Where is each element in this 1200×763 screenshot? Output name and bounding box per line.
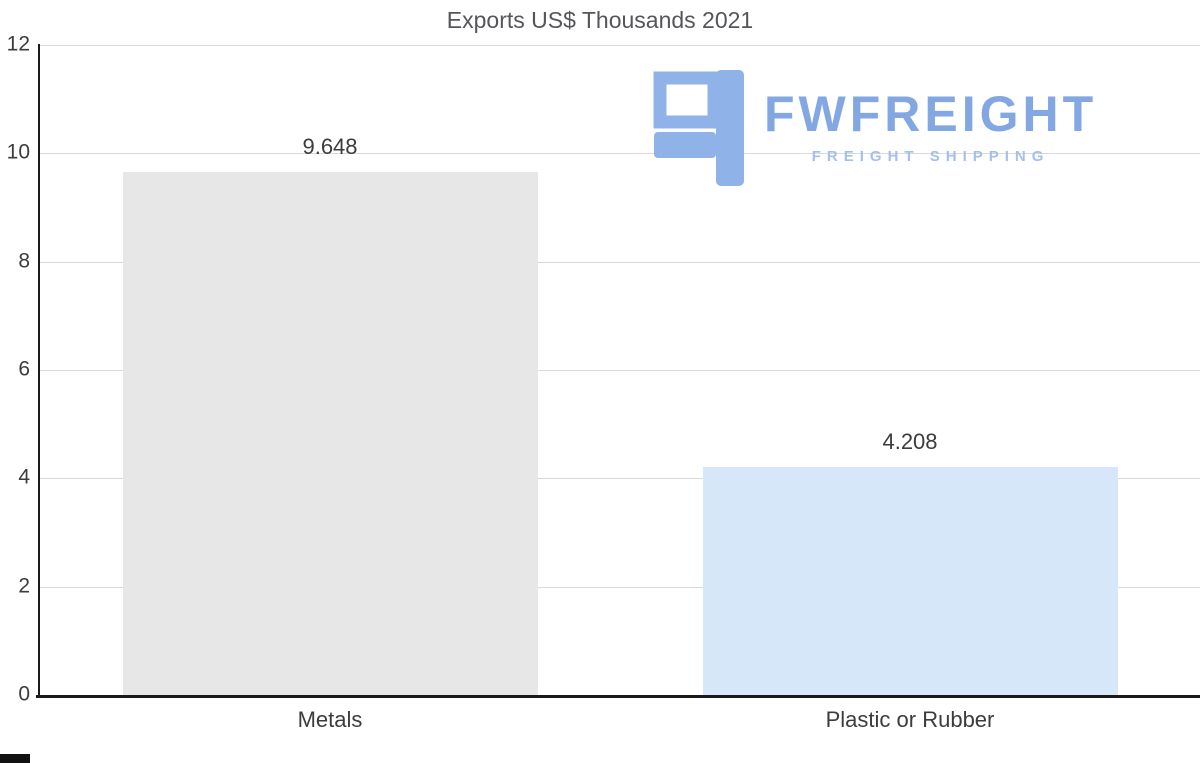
- bottom-left-strip: [0, 754, 30, 763]
- y-axis-tick-label: 8: [18, 249, 30, 273]
- chart-title: Exports US$ Thousands 2021: [446, 7, 754, 33]
- gridline: [40, 586, 1200, 588]
- gridline: [40, 153, 1200, 155]
- logo-text: FWFREIGHT FREIGHT SHIPPING: [764, 70, 1097, 165]
- bar-plastic-or-rubber: [702, 467, 1118, 695]
- y-axis-tick-label: 2: [18, 574, 30, 598]
- y-axis-tick-label: 4: [18, 465, 30, 489]
- gridline: [40, 370, 1200, 371]
- y-axis-tick-label: 6: [18, 357, 30, 381]
- logo-tagline: FREIGHT SHIPPING: [811, 148, 1050, 165]
- y-axis-tick-label: 10: [6, 140, 30, 164]
- x-axis-category-label: Metals: [297, 707, 363, 732]
- x-axis-line: [36, 695, 1200, 698]
- fwfreight-logo-icon: [653, 70, 744, 186]
- bar-metals: [122, 172, 538, 695]
- x-axis-category-label: Plastic or Rubber: [825, 707, 995, 732]
- gridline: [40, 478, 1200, 480]
- y-axis-tick-label: 0: [18, 682, 30, 706]
- bar-value-label: 4.208: [882, 429, 938, 455]
- bar-value-label: 9.648: [302, 134, 358, 160]
- y-axis-tick-label: 12: [6, 32, 30, 56]
- y-axis-line: [38, 44, 40, 698]
- gridline: [40, 261, 1200, 263]
- logo-name: FWFREIGHT: [764, 86, 1098, 142]
- fwfreight-logo: FWFREIGHT FREIGHT SHIPPING: [652, 70, 1097, 186]
- gridline: [40, 45, 1200, 46]
